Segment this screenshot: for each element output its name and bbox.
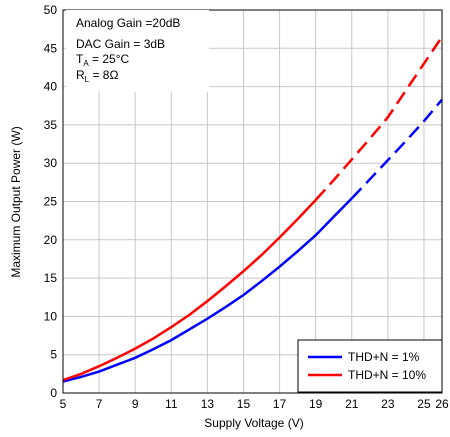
x-tick-label: 21 xyxy=(345,397,359,411)
annotation-analog-gain: Analog Gain =20dB xyxy=(76,16,180,30)
y-tick-label: 5 xyxy=(50,348,57,362)
annotation-temperature-subscript: A xyxy=(83,59,89,68)
y-tick-label: 50 xyxy=(44,3,58,17)
series-lines xyxy=(62,36,444,383)
x-tick-label: 13 xyxy=(201,397,215,411)
x-tick-label: 26 xyxy=(435,397,449,411)
y-tick-labels: 0 5 10 15 20 25 30 35 40 45 50 xyxy=(44,3,58,400)
annotation-temperature-symbol: T xyxy=(76,52,84,66)
x-tick-label: 25 xyxy=(417,397,431,411)
annotation-load-value: = 8Ω xyxy=(89,68,118,82)
y-tick-label: 10 xyxy=(44,309,58,323)
y-tick-label: 45 xyxy=(44,41,58,55)
y-tick-label: 30 xyxy=(44,156,58,170)
y-axis-title: Maximum Output Power (W) xyxy=(9,126,23,277)
series-line-dashed-0 xyxy=(350,98,443,200)
annotation-dac-gain: DAC Gain = 3dB xyxy=(76,37,165,51)
annotation-box xyxy=(66,10,209,92)
x-tick-labels: 5 7 9 11 13 15 17 19 21 23 25 26 xyxy=(60,397,449,411)
x-tick-label: 15 xyxy=(237,397,251,411)
x-tick-label: 9 xyxy=(132,397,139,411)
y-tick-label: 15 xyxy=(44,271,58,285)
legend-label-1pct: THD+N = 1% xyxy=(348,350,420,364)
x-tick-label: 7 xyxy=(96,397,103,411)
y-tick-label: 35 xyxy=(44,118,58,132)
x-tick-label: 19 xyxy=(309,397,323,411)
x-tick-label: 23 xyxy=(381,397,395,411)
y-tick-label: 20 xyxy=(44,233,58,247)
y-tick-label: 25 xyxy=(44,195,58,209)
series-line-solid-1 xyxy=(62,199,317,382)
annotation-temperature-value: = 25°C xyxy=(89,52,130,66)
x-tick-label: 11 xyxy=(165,397,178,411)
legend-label-10pct: THD+N = 10% xyxy=(348,368,426,382)
y-tick-label: 40 xyxy=(44,80,58,94)
legend: THD+N = 1% THD+N = 10% xyxy=(297,339,443,393)
annotation-load: RL = 8Ω xyxy=(76,68,118,84)
plot-frame xyxy=(62,9,443,394)
x-axis-title: Supply Voltage (V) xyxy=(204,416,303,430)
series-line-solid-0 xyxy=(62,197,353,383)
annotation-load-symbol: R xyxy=(76,68,85,82)
annotation-load-subscript: L xyxy=(85,75,90,84)
annotation-temperature: TA = 25°C xyxy=(76,52,130,68)
y-tick-label: 0 xyxy=(50,386,57,400)
series-line-dashed-1 xyxy=(314,36,444,201)
x-tick-label: 5 xyxy=(60,397,67,411)
x-tick-label: 17 xyxy=(273,397,287,411)
legend-box xyxy=(297,339,443,393)
